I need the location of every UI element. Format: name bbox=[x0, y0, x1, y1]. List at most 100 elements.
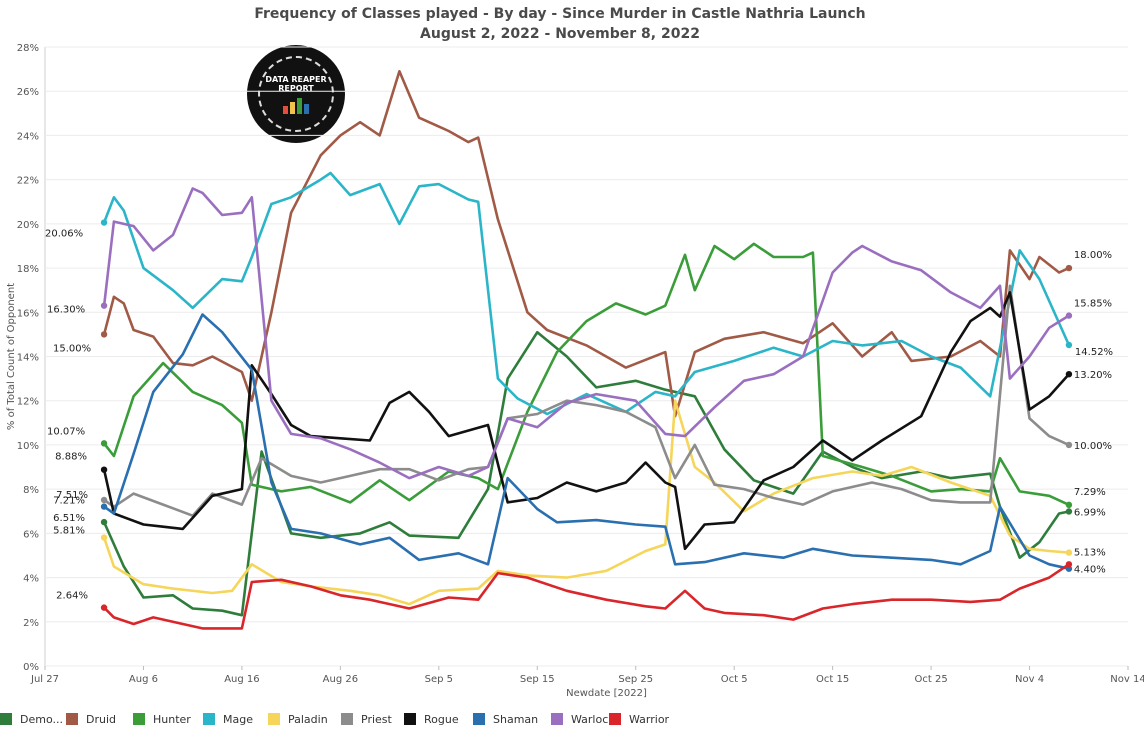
legend-item-druid[interactable]: Druid bbox=[66, 711, 116, 727]
legend-item-shaman[interactable]: Shaman bbox=[473, 711, 538, 727]
series-line-demo bbox=[102, 330, 1071, 617]
start-label-warlock: 16.30% bbox=[47, 305, 85, 316]
legend-label: Hunter bbox=[153, 712, 191, 726]
series-end-marker-warlock bbox=[1065, 312, 1073, 319]
series-end-marker-shaman bbox=[1065, 565, 1073, 572]
y-tick-label: 20% bbox=[17, 220, 39, 231]
legend-swatch bbox=[203, 713, 215, 725]
start-label-druid: 15.00% bbox=[53, 343, 91, 354]
x-tick-label: Nov 4 bbox=[1015, 674, 1044, 685]
x-tick-label: Oct 5 bbox=[721, 674, 748, 685]
legend-swatch bbox=[551, 713, 563, 725]
x-axis-title: Newdate [2022] bbox=[566, 688, 647, 699]
legend-item-mage[interactable]: Mage bbox=[203, 711, 253, 727]
series-start-marker-warlock bbox=[100, 302, 108, 309]
series-end-marker-paladin bbox=[1065, 549, 1073, 556]
start-label-demo: 6.51% bbox=[53, 513, 85, 524]
start-label-hunter: 10.07% bbox=[47, 426, 85, 437]
legend-item-demo[interactable]: Demo... bbox=[0, 711, 63, 727]
legend-item-priest[interactable]: Priest bbox=[341, 711, 392, 727]
legend-swatch bbox=[473, 713, 485, 725]
y-tick-label: 22% bbox=[17, 176, 39, 187]
series-end-marker-druid bbox=[1065, 264, 1073, 272]
x-tick-label: Oct 15 bbox=[816, 674, 849, 685]
logo-badge: DATA REAPER REPORT bbox=[258, 56, 334, 132]
legend-item-hunter[interactable]: Hunter bbox=[133, 711, 191, 727]
start-label-priest: 7.51% bbox=[56, 490, 88, 501]
end-label-mage: 14.52% bbox=[1075, 347, 1113, 358]
end-label-hunter: 7.29% bbox=[1074, 487, 1106, 498]
y-tick-label: 16% bbox=[17, 308, 39, 319]
legend-swatch bbox=[133, 713, 145, 725]
legend-label: Shaman bbox=[493, 712, 539, 726]
legend-swatch bbox=[66, 713, 78, 725]
series-line-mage bbox=[102, 171, 1071, 416]
line-chart: 0% 2% 4% 6% 8% 10% 12% 14% 16% 18% 20% 22% 24% 26% 28%… bbox=[6, 43, 1144, 699]
series-start-marker-druid bbox=[100, 331, 108, 338]
legend-label: Mage bbox=[223, 712, 253, 726]
legend-label: Warlock bbox=[571, 712, 615, 726]
series-end-marker-priest bbox=[1065, 441, 1073, 449]
end-label-warlock: 15.85% bbox=[1074, 299, 1112, 310]
y-tick-label: 18% bbox=[17, 264, 39, 275]
series-start-marker-demo bbox=[100, 518, 108, 526]
x-tick-label: Aug 6 bbox=[129, 674, 158, 685]
legend-swatch bbox=[268, 713, 280, 725]
y-tick-label: 12% bbox=[17, 397, 39, 408]
x-tick-label: Oct 25 bbox=[914, 674, 947, 685]
series-line-paladin bbox=[102, 399, 1071, 606]
x-tick-label: Aug 16 bbox=[224, 674, 259, 685]
legend-label: Druid bbox=[86, 712, 117, 726]
chart-subtitle: August 2, 2022 - November 8, 2022 bbox=[420, 26, 700, 42]
y-tick-label: 2% bbox=[23, 618, 39, 629]
legend-swatch bbox=[341, 713, 353, 725]
start-label-rogue: 8.88% bbox=[55, 452, 87, 463]
y-tick-label: 4% bbox=[23, 574, 39, 585]
series-end-marker-warrior bbox=[1065, 561, 1073, 568]
series-start-marker-priest bbox=[100, 496, 108, 504]
x-tick-label: Jul 27 bbox=[30, 674, 59, 685]
series-start-marker-warrior bbox=[100, 604, 108, 611]
series-start-marker-hunter bbox=[100, 440, 108, 447]
y-tick-label: 24% bbox=[17, 131, 39, 142]
legend-swatch bbox=[0, 713, 12, 725]
legend-swatch bbox=[404, 713, 416, 725]
legend-label: Paladin bbox=[288, 712, 328, 726]
data-reaper-logo: DATA REAPER REPORT bbox=[247, 45, 345, 143]
series-line-shaman bbox=[102, 313, 1071, 571]
logo-text: DATA REAPER REPORT bbox=[265, 74, 327, 93]
series-start-marker-shaman bbox=[100, 503, 108, 510]
end-label-rogue: 13.20% bbox=[1074, 370, 1112, 381]
y-tick-label: 0% bbox=[23, 662, 39, 673]
start-label-mage: 20.06% bbox=[45, 229, 83, 240]
legend-item-warlock[interactable]: Warlock bbox=[551, 711, 615, 727]
series-start-marker-mage bbox=[100, 219, 108, 226]
series-start-marker-paladin bbox=[100, 534, 108, 541]
end-label-priest: 10.00% bbox=[1074, 441, 1112, 452]
x-tick-label: Nov 14 bbox=[1110, 674, 1144, 685]
y-tick-label: 14% bbox=[17, 353, 39, 364]
legend-item-paladin[interactable]: Paladin bbox=[268, 711, 328, 727]
y-tick-label: 28% bbox=[17, 43, 39, 54]
legend-label: Rogue bbox=[424, 712, 459, 726]
end-label-druid: 18.00% bbox=[1074, 250, 1112, 261]
chart-legend: Demo... Druid Hunter Mage Paladin Priest Rogue… bbox=[0, 708, 1144, 730]
legend-item-rogue[interactable]: Rogue bbox=[404, 711, 459, 727]
x-tick-label: Sep 5 bbox=[425, 674, 453, 685]
series-line-druid bbox=[102, 70, 1071, 418]
legend-item-warrior[interactable]: Warrior bbox=[609, 711, 669, 727]
chart-title: Frequency of Classes played - By day - S… bbox=[254, 6, 866, 22]
series-line-rogue bbox=[102, 291, 1071, 551]
legend-label: Priest bbox=[361, 712, 392, 726]
end-label-shaman: 4.40% bbox=[1074, 565, 1106, 576]
legend-swatch bbox=[609, 713, 621, 725]
series-start-marker-rogue bbox=[100, 466, 108, 473]
logo-bars-icon bbox=[283, 96, 309, 114]
series-line-priest bbox=[102, 284, 1071, 518]
y-tick-label: 8% bbox=[23, 485, 39, 496]
y-axis-title: % of Total Count of Opponent bbox=[6, 283, 17, 430]
end-label-demo: 6.99% bbox=[1074, 507, 1106, 518]
legend-label: Demo... bbox=[20, 712, 63, 726]
series-line-warrior bbox=[102, 562, 1071, 630]
y-tick-label: 6% bbox=[23, 529, 39, 540]
